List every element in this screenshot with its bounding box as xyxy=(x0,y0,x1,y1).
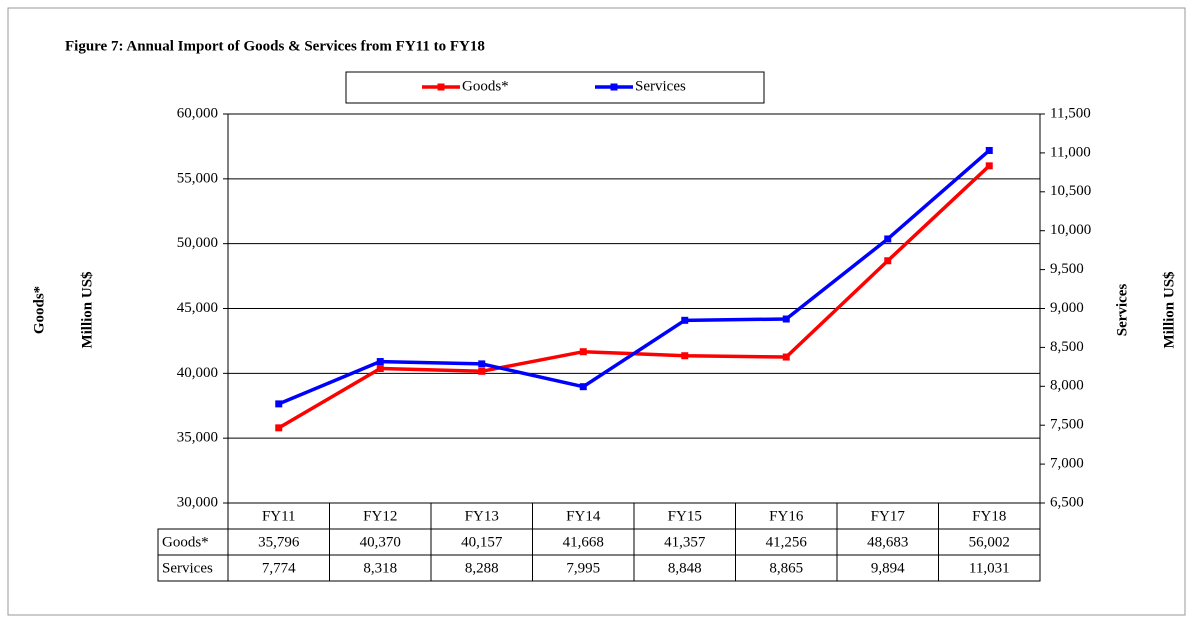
table-cell: 41,668 xyxy=(563,534,604,550)
table-cell: 8,848 xyxy=(668,560,702,576)
table-cell: 7,995 xyxy=(566,560,600,576)
legend-box xyxy=(345,71,765,104)
y2-tick-label: 7,500 xyxy=(1050,417,1084,433)
y-tick-label: 60,000 xyxy=(177,105,218,121)
point xyxy=(478,360,486,368)
table-cell: 35,796 xyxy=(258,534,300,550)
x-tick-label: FY15 xyxy=(668,508,702,524)
y2-tick-label: 11,500 xyxy=(1050,105,1091,121)
y2-axis-unit: Million US$ xyxy=(1161,271,1177,349)
legend-label: Goods* xyxy=(462,78,509,94)
y-tick-label: 30,000 xyxy=(177,494,218,510)
y-tick-label: 40,000 xyxy=(177,365,218,381)
point xyxy=(681,352,689,360)
frame xyxy=(7,7,1186,616)
table-cell: 9,894 xyxy=(871,560,905,576)
y-tick-label: 55,000 xyxy=(177,170,218,186)
point xyxy=(782,315,790,323)
table-cell: 56,002 xyxy=(969,534,1010,550)
point xyxy=(985,146,993,154)
point xyxy=(478,367,486,375)
y2-tick-label: 6,500 xyxy=(1050,494,1084,510)
series-line xyxy=(278,149,991,406)
point xyxy=(376,365,384,373)
y2-tick-label: 11,000 xyxy=(1050,144,1091,160)
y2-tick-label: 8,000 xyxy=(1050,378,1084,394)
y2-tick-label: 9,000 xyxy=(1050,300,1084,316)
x-tick-label: FY18 xyxy=(972,508,1006,524)
y-axis-unit: Million US$ xyxy=(79,271,95,349)
point xyxy=(782,353,790,361)
y2-axis-label: Services xyxy=(1114,284,1130,337)
x-tick-label: FY13 xyxy=(465,508,499,524)
y-axis-label: Goods* xyxy=(31,286,47,334)
table-cell: 8,318 xyxy=(363,560,397,576)
table-cell: 48,683 xyxy=(867,534,908,550)
x-tick-label: FY12 xyxy=(363,508,397,524)
y2-tick-label: 10,500 xyxy=(1050,183,1091,199)
point xyxy=(579,348,587,356)
point xyxy=(275,424,283,432)
table-cell: 11,031 xyxy=(969,560,1010,576)
table-cell: 41,256 xyxy=(766,534,808,550)
legend-marker xyxy=(610,83,618,91)
point xyxy=(985,162,993,170)
y-tick-label: 35,000 xyxy=(177,430,218,446)
point xyxy=(884,235,892,243)
legend-marker xyxy=(437,83,445,91)
y2-tick-label: 7,000 xyxy=(1050,456,1084,472)
table-cell: 7,774 xyxy=(262,560,296,576)
table-row-label: Services xyxy=(162,560,213,576)
table-cell: 8,865 xyxy=(769,560,803,576)
point xyxy=(376,358,384,366)
y2-tick-label: 8,500 xyxy=(1050,339,1084,355)
point xyxy=(275,400,283,408)
point xyxy=(884,257,892,265)
y-tick-label: 45,000 xyxy=(177,300,218,316)
x-tick-label: FY17 xyxy=(871,508,906,524)
x-tick-label: FY16 xyxy=(769,508,804,524)
x-tick-label: FY14 xyxy=(566,508,601,524)
y2-tick-label: 9,500 xyxy=(1050,261,1084,277)
table-cell: 40,370 xyxy=(360,534,401,550)
table-cell: 8,288 xyxy=(465,560,499,576)
series-line xyxy=(277,164,991,430)
table-cell: 41,357 xyxy=(664,534,706,550)
chart-title: Figure 7: Annual Import of Goods & Servi… xyxy=(65,38,485,54)
table-cell: 40,157 xyxy=(461,534,503,550)
table-row-label: Goods* xyxy=(162,534,209,550)
x-tick-label: FY11 xyxy=(262,508,296,524)
point xyxy=(681,316,689,324)
legend-label: Services xyxy=(635,78,686,94)
point xyxy=(579,383,587,391)
y-tick-label: 50,000 xyxy=(177,235,218,251)
y2-tick-label: 10,000 xyxy=(1050,222,1091,238)
